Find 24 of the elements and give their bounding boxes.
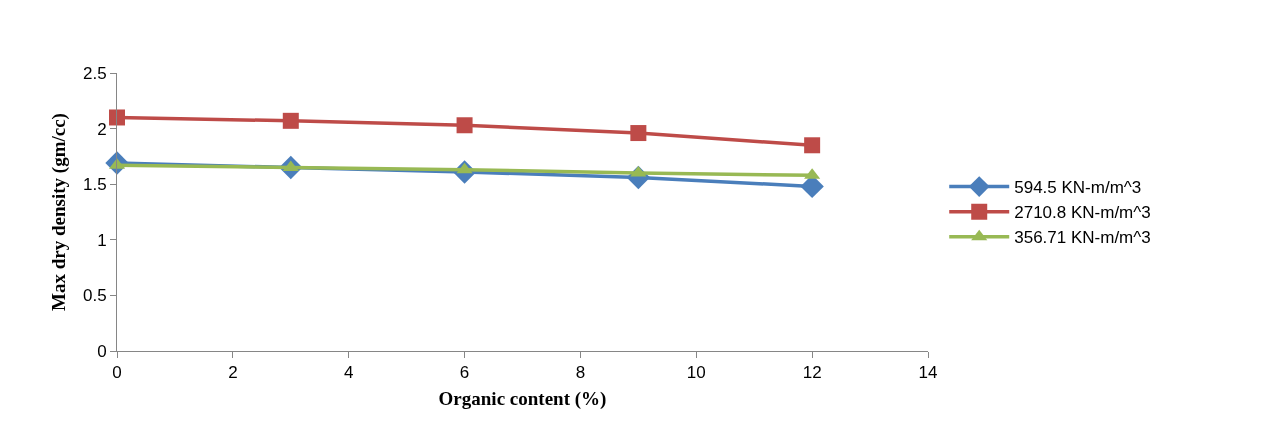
x-tick-label: 8	[575, 363, 586, 383]
legend-label: 356.71 KN-m/m^3	[1014, 228, 1151, 248]
y-axis-title: Max dry density (gm/cc)	[47, 113, 70, 311]
point	[282, 112, 299, 129]
x-tick-label: 4	[343, 363, 354, 383]
legend-label: 2710.8 KN-m/m^3	[1014, 203, 1151, 223]
y-tick-label: 0	[97, 341, 107, 361]
point	[630, 125, 647, 142]
x-tick-label: 2	[228, 363, 238, 383]
y-tick-label: 1	[97, 230, 107, 250]
y-tick-label: 2.5	[82, 63, 107, 83]
point	[456, 117, 473, 134]
point	[804, 137, 821, 154]
x-tick-label: 6	[459, 363, 470, 383]
x-axis-title: Organic content (%)	[438, 388, 607, 411]
y-tick-label: 2	[97, 119, 107, 139]
y-tick-label: 1.5	[82, 175, 107, 195]
x-tick-label: 0	[112, 363, 122, 383]
x-tick-label: 14	[918, 363, 938, 383]
y-tick-label: 0.5	[82, 286, 107, 306]
x-tick-label: 10	[686, 363, 706, 383]
legend-label: 594.5 KN-m/m^3	[1014, 178, 1142, 198]
point	[109, 109, 125, 126]
x-tick-label: 12	[802, 363, 822, 383]
